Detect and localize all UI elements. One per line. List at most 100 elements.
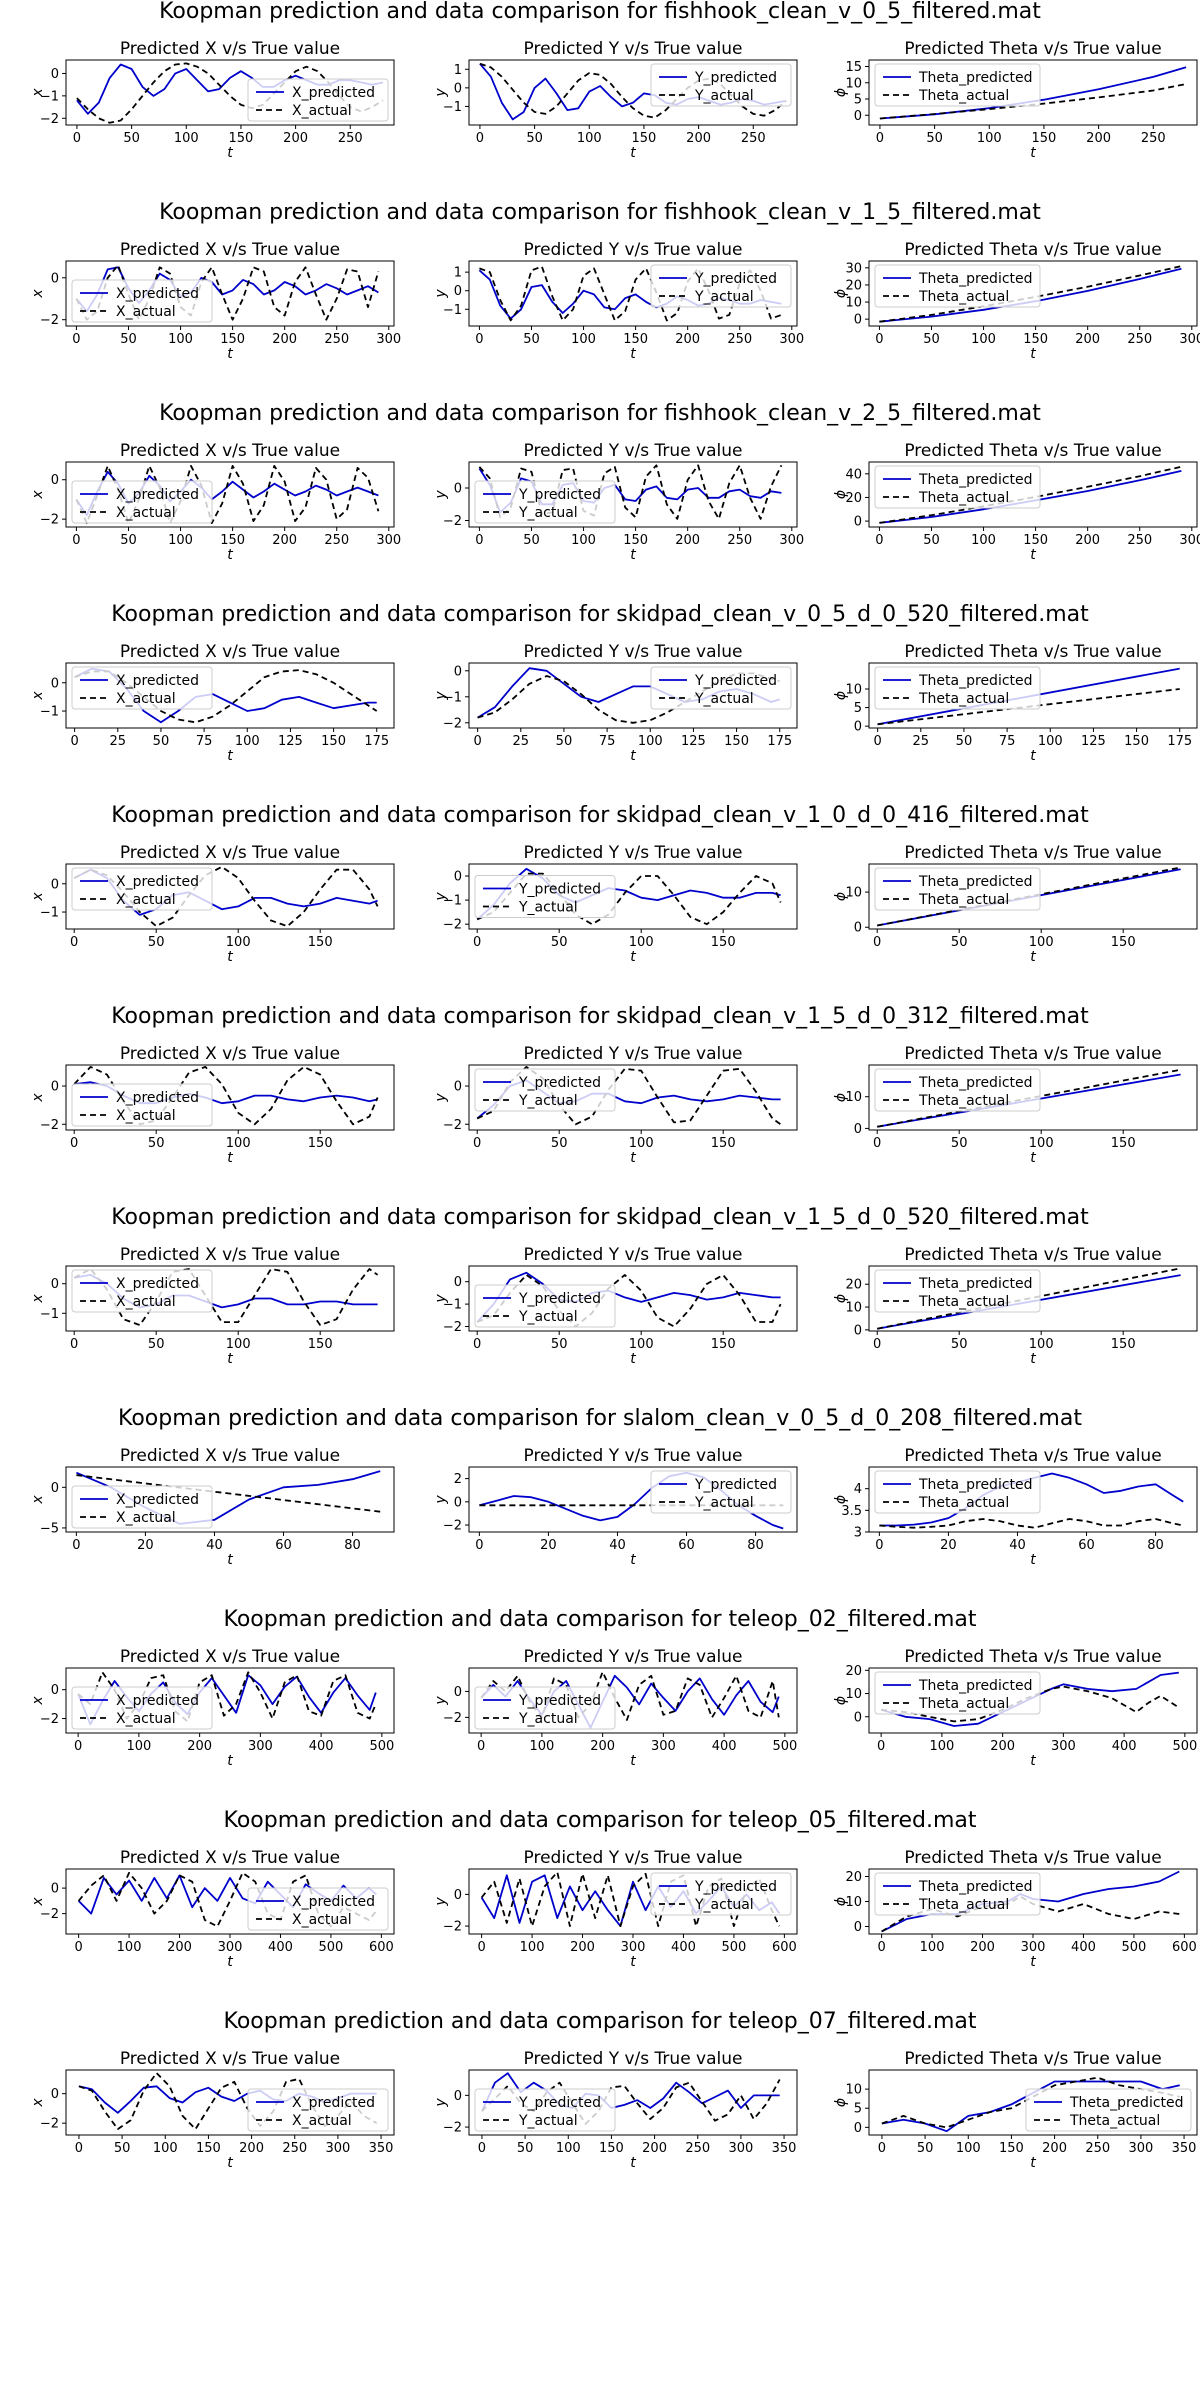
y-tick-label: 0 (454, 1685, 462, 1700)
x-tick-label: 250 (1127, 332, 1152, 347)
x-tick-label: 100 (556, 2141, 581, 2156)
y-axis-label: x (30, 1696, 46, 1706)
x-tick-label: 400 (268, 1940, 293, 1955)
x-tick-label: 50 (923, 533, 940, 548)
axes-frame (65, 2069, 395, 2136)
x-tick-label: 50 (956, 734, 973, 749)
x-tick-label: 20 (540, 1538, 557, 1553)
legend-entry: Theta_actual (918, 892, 1009, 908)
legend: Theta_predicted Theta_actual (1025, 2088, 1192, 2132)
x-tick-label: 350 (1172, 2141, 1197, 2156)
y-tick-label: 10 (845, 886, 862, 901)
axes-frame (468, 662, 798, 729)
axes-frame (65, 1466, 395, 1533)
x-tick-label: 0 (873, 1136, 881, 1151)
subplot-y: Predicted Y v/s True value 0 50 100 150 0 −1 −2… (433, 843, 798, 965)
dataset-block: Koopman prediction and data comparison f… (30, 1205, 1198, 1367)
x-tick-label: 0 (70, 1136, 78, 1151)
subplot-y: Predicted Y v/s True value 0 50 100 150 200 25… (433, 240, 804, 362)
x-tick-label: 100 (126, 1739, 151, 1754)
x-tick-label: 0 (70, 734, 78, 749)
y-tick-label: 0 (854, 1323, 862, 1338)
y-tick-label: −2 (443, 514, 462, 529)
y-tick-label: −2 (40, 2117, 59, 2132)
y-tick-label: 0 (454, 81, 462, 96)
axes-frame (65, 1667, 395, 1734)
y-tick-label: 0 (51, 2087, 59, 2102)
y-tick-label: −1 (40, 1307, 59, 1322)
subplot-title: Predicted X v/s True value (120, 843, 340, 863)
x-tick-label: 80 (344, 1538, 361, 1553)
x-tick-label: 350 (772, 2141, 797, 2156)
legend-entry: Y_predicted (694, 1477, 777, 1493)
x-tick-label: 100 (571, 332, 596, 347)
subplot-title: Predicted Y v/s True value (524, 441, 743, 461)
subplot-y: Predicted Y v/s True value 0 50 100 150 200 25… (433, 39, 798, 161)
legend-entry: Y_actual (518, 900, 578, 916)
x-tick-label: 300 (728, 2141, 753, 2156)
y-tick-label: 0 (454, 664, 462, 679)
y-tick-label: 5 (854, 93, 862, 108)
x-axis-label: t (1030, 1954, 1036, 1970)
x-tick-label: 40 (609, 1538, 626, 1553)
y-tick-label: 5 (854, 2102, 862, 2117)
x-tick-label: 500 (369, 1739, 394, 1754)
x-tick-label: 150 (1023, 533, 1048, 548)
x-tick-label: 0 (877, 1940, 885, 1955)
y-axis-label: x (30, 2098, 46, 2108)
series-line-actual (479, 265, 782, 322)
x-tick-label: 0 (473, 935, 481, 950)
legend: X_predicted X_actual (71, 1485, 213, 1529)
y-tick-label: 0 (51, 1481, 59, 1496)
subplot-y: Predicted Y v/s True value 0 100 200 300 400 5… (433, 1647, 798, 1769)
x-tick-label: 300 (1179, 332, 1200, 347)
x-tick-label: 0 (476, 131, 484, 146)
x-tick-label: 400 (712, 1739, 737, 1754)
legend-entry: Theta_predicted (918, 1879, 1033, 1895)
x-tick-label: 200 (675, 332, 700, 347)
y-tick-label: 1 (454, 266, 462, 281)
legend-entry: X_predicted (116, 874, 199, 890)
x-tick-label: 50 (526, 131, 543, 146)
y-axis-label: x (30, 1093, 46, 1103)
subplot-title: Predicted Theta v/s True value (904, 843, 1161, 863)
x-tick-label: 0 (475, 1538, 483, 1553)
x-axis-label: t (1030, 547, 1036, 563)
dataset-block: Koopman prediction and data comparison f… (30, 200, 1200, 362)
x-axis-label: t (630, 346, 636, 362)
y-tick-label: 0 (454, 1275, 462, 1290)
dataset-suptitle: Koopman prediction and data comparison f… (223, 1808, 976, 1833)
x-tick-label: 75 (196, 734, 213, 749)
legend: Y_predicted Y_actual (650, 63, 792, 107)
legend-entry: Theta_predicted (918, 271, 1033, 287)
dataset-block: Koopman prediction and data comparison f… (30, 1004, 1198, 1166)
y-axis-label: ϕ (833, 2098, 849, 2107)
legend-entry: Theta_predicted (918, 874, 1033, 890)
axes-frame (868, 662, 1198, 729)
x-tick-label: 100 (235, 734, 260, 749)
y-axis-label: x (30, 289, 46, 299)
legend-entry: X_predicted (116, 1090, 199, 1106)
legend-entry: X_predicted (116, 1492, 199, 1508)
x-tick-label: 20 (137, 1538, 154, 1553)
x-tick-label: 300 (779, 332, 804, 347)
x-tick-label: 150 (711, 1337, 736, 1352)
legend-entry: Theta_predicted (1069, 2095, 1184, 2111)
x-tick-label: 50 (153, 734, 170, 749)
x-tick-label: 100 (1038, 734, 1063, 749)
y-tick-label: −1 (443, 1298, 462, 1313)
y-tick-label: 0 (51, 1277, 59, 1292)
x-tick-label: 50 (148, 1337, 165, 1352)
x-tick-label: 0 (875, 1538, 883, 1553)
x-tick-label: 100 (153, 2141, 178, 2156)
y-axis-label: ϕ (833, 289, 849, 298)
subplot-y: Predicted Y v/s True value 0 25 50 75 100 125 1… (433, 642, 798, 764)
y-tick-label: −2 (443, 1118, 462, 1133)
y-tick-label: −2 (443, 1320, 462, 1335)
series-line-actual (479, 62, 787, 119)
legend-entry: X_actual (116, 691, 176, 707)
x-tick-label: 20 (940, 1538, 957, 1553)
x-tick-label: 100 (174, 131, 199, 146)
x-tick-label: 50 (120, 533, 137, 548)
